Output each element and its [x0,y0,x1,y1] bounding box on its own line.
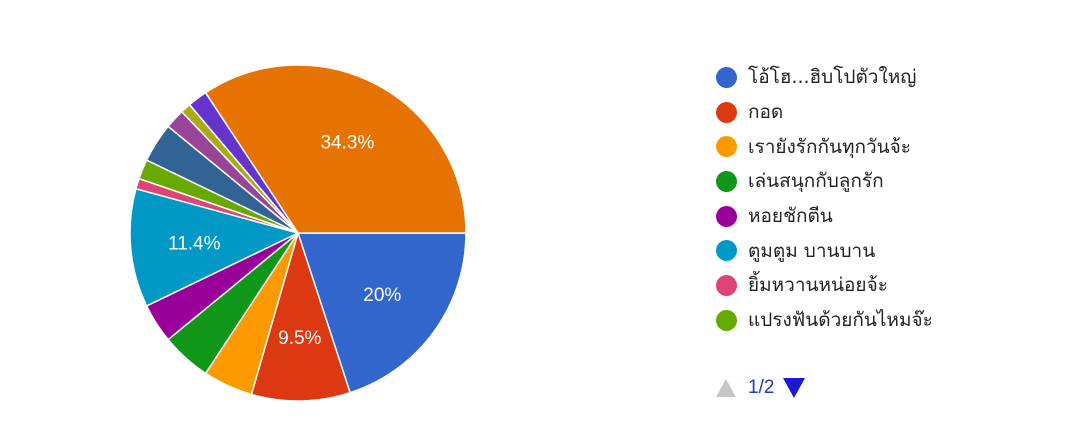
legend-swatch [716,136,737,158]
slice-data-label-0: 20% [363,285,401,306]
legend-swatch [716,274,737,296]
legend-label: ตูมตูม บานบาน [748,239,876,262]
legend-item: เรายังรักกันทุกวันจ้ะ [716,129,933,164]
legend-swatch [716,101,737,123]
pie-slice-1 [250,230,352,402]
legend-item: ตูมตูม บานบาน [716,233,933,268]
legend-swatch [716,309,737,331]
chart-legend: โอ้โฮ...ฮิบโปตัวใหญ่กอดเรายังรักกันทุกวั… [716,60,933,338]
legend-item: หอยชักตีน [716,199,933,234]
legend-label: เรายังรักกันทุกวันจ้ะ [748,135,912,158]
pie-slice-0 [296,232,467,394]
page-indicator: 1/2 [748,377,775,398]
legend-item: กอด [716,95,933,130]
legend-swatch [716,66,737,88]
pie-slice-12 [204,64,467,234]
next-page-icon[interactable] [783,378,806,398]
legend-label: ยิ้มหวานหน่อยจ้ะ [748,274,888,297]
legend-label: หอยชักตีน [748,205,833,228]
legend-item: แปรงฟันด้วยกันไหมจ๊ะ [716,303,933,338]
slice-data-label-12: 34.3% [320,132,374,153]
legend-label: เล่นสนุกกับลูกรัก [748,170,884,193]
legend-pager: 1/2 [716,377,806,399]
legend-swatch [716,170,737,192]
legend-item: เล่นสนุกกับลูกรัก [716,164,933,199]
legend-label: โอ้โฮ...ฮิบโปตัวใหญ่ [748,66,917,89]
previous-page-icon [716,379,736,397]
legend-label: แปรงฟันด้วยกันไหมจ๊ะ [748,309,933,332]
legend-swatch [716,240,737,262]
legend-item: ยิ้มหวานหน่อยจ้ะ [716,268,933,303]
legend-swatch [716,205,737,227]
legend-label: กอด [748,101,784,124]
pie-slice-5 [129,187,301,307]
slice-data-label-5: 11.4% [168,233,221,254]
slice-data-label-1: 9.5% [278,328,321,349]
legend-item: โอ้โฮ...ฮิบโปตัวใหญ่ [716,60,933,95]
pie-chart: 20% 9.5% 11.4% 34.3% [129,64,467,402]
